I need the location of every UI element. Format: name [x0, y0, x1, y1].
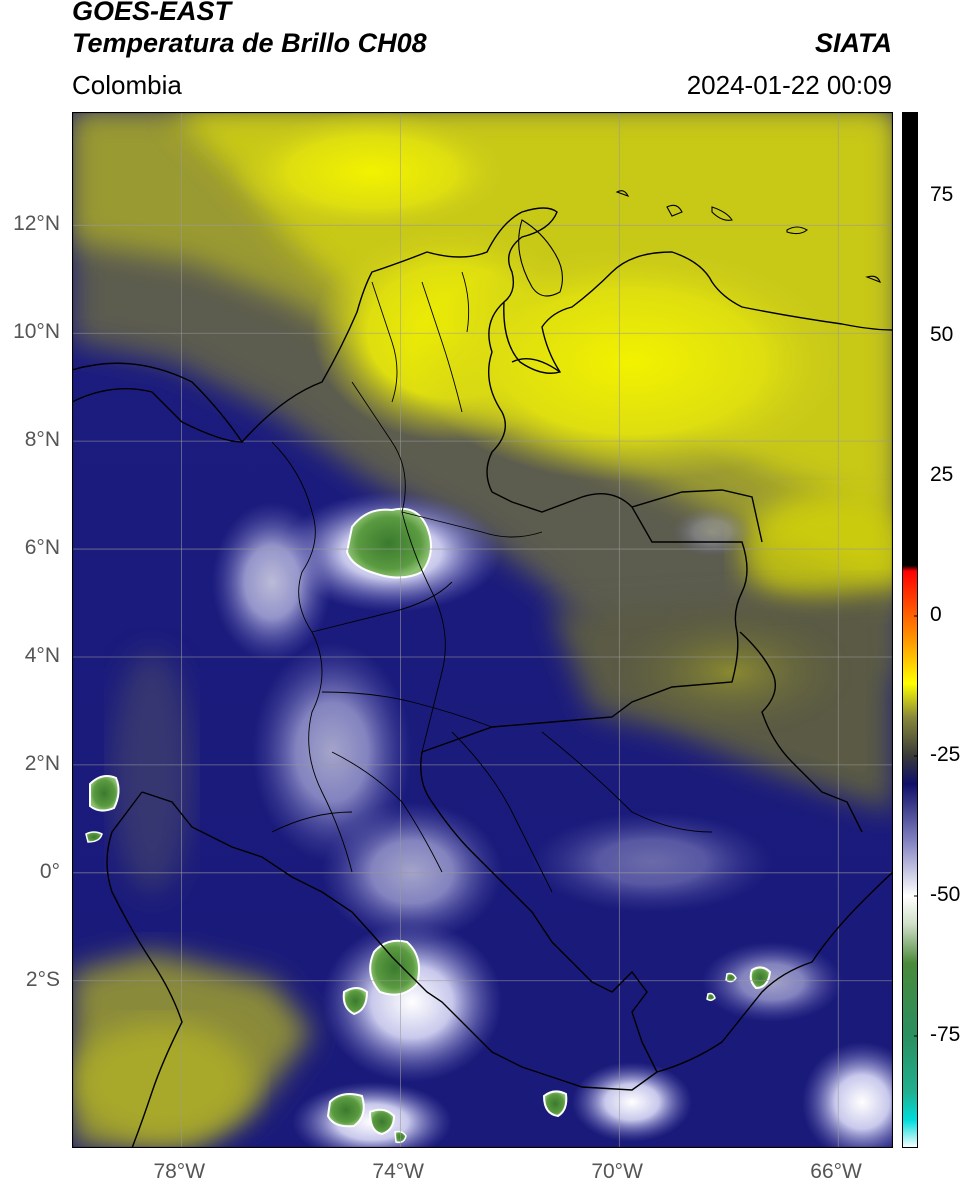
lat-tick-label: 6°N	[24, 536, 60, 560]
colorbar	[902, 112, 918, 1148]
lat-tick-label: 0°	[39, 859, 60, 883]
colorbar-tick-label: -25	[930, 743, 961, 766]
caribbean-islands	[518, 190, 881, 297]
colorbar-tick-label: 0	[930, 603, 942, 626]
lat-tick-label: 10°N	[13, 320, 60, 344]
lat-tick-label: 2°N	[24, 751, 60, 775]
timestamp-label: 2024-01-22 00:09	[686, 70, 892, 100]
lon-tick-label: 70°W	[591, 1160, 643, 1183]
graticule	[72, 112, 893, 1148]
lat-tick-label: 2°S	[25, 967, 60, 991]
colorbar-tick-label: -75	[930, 1023, 961, 1046]
lat-tick-label: 4°N	[24, 643, 60, 667]
product-title: Temperatura de Brillo CH08	[72, 28, 427, 58]
colorbar-tick-label: 75	[930, 183, 954, 206]
satellite-map	[72, 112, 893, 1148]
colorbar-tick-label: -50	[930, 883, 961, 906]
lon-tick-label: 74°W	[372, 1160, 424, 1183]
lon-tick-label: 66°W	[810, 1160, 862, 1183]
country-borders	[72, 207, 893, 1148]
colorbar-tick-label: 50	[930, 323, 954, 346]
lon-tick-label: 78°W	[153, 1160, 206, 1183]
lat-tick-label: 12°N	[13, 212, 60, 236]
satellite-title: GOES-EAST	[72, 0, 232, 26]
lat-tick-label: 8°N	[24, 428, 60, 452]
colorbar-tick-label: 25	[930, 463, 954, 486]
department-borders	[271, 271, 713, 893]
agency-label: SIATA	[815, 28, 892, 58]
region-label: Colombia	[72, 70, 182, 100]
